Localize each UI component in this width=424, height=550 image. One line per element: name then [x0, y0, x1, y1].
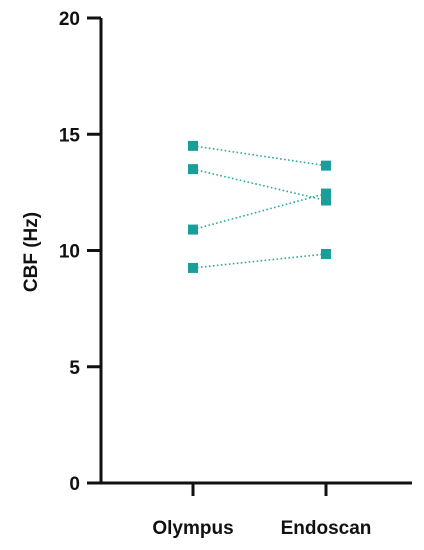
point-endoscan-3	[321, 248, 331, 259]
point-endoscan-0	[321, 160, 331, 171]
pair-line-3	[192, 253, 327, 269]
pair-line-1	[192, 168, 327, 202]
y-tick-label-1: 5	[69, 358, 80, 379]
point-olympus-0	[188, 140, 198, 151]
pair-line-0	[192, 145, 327, 167]
point-olympus-1	[188, 164, 198, 175]
x-tick-label-0: Olympus	[152, 518, 233, 539]
y-tick-label-4: 20	[59, 9, 80, 30]
x-tick-label-1: Endoscan	[281, 518, 372, 539]
tick-labels: 0 5 10 15 20 Olympus Endoscan	[59, 9, 372, 539]
point-olympus-3	[188, 262, 198, 273]
pair-lines	[192, 145, 327, 269]
y-tick-label-0: 0	[69, 474, 80, 495]
point-endoscan-2	[321, 188, 331, 199]
data-points	[188, 140, 331, 273]
y-tick-label-3: 15	[59, 125, 81, 146]
axes	[87, 16, 412, 496]
y-axis-title: CBF (Hz)	[21, 212, 42, 292]
pair-line-2	[192, 192, 327, 231]
y-tick-label-2: 10	[59, 242, 80, 263]
point-endoscan-1	[321, 195, 331, 206]
point-olympus-2	[188, 224, 198, 235]
